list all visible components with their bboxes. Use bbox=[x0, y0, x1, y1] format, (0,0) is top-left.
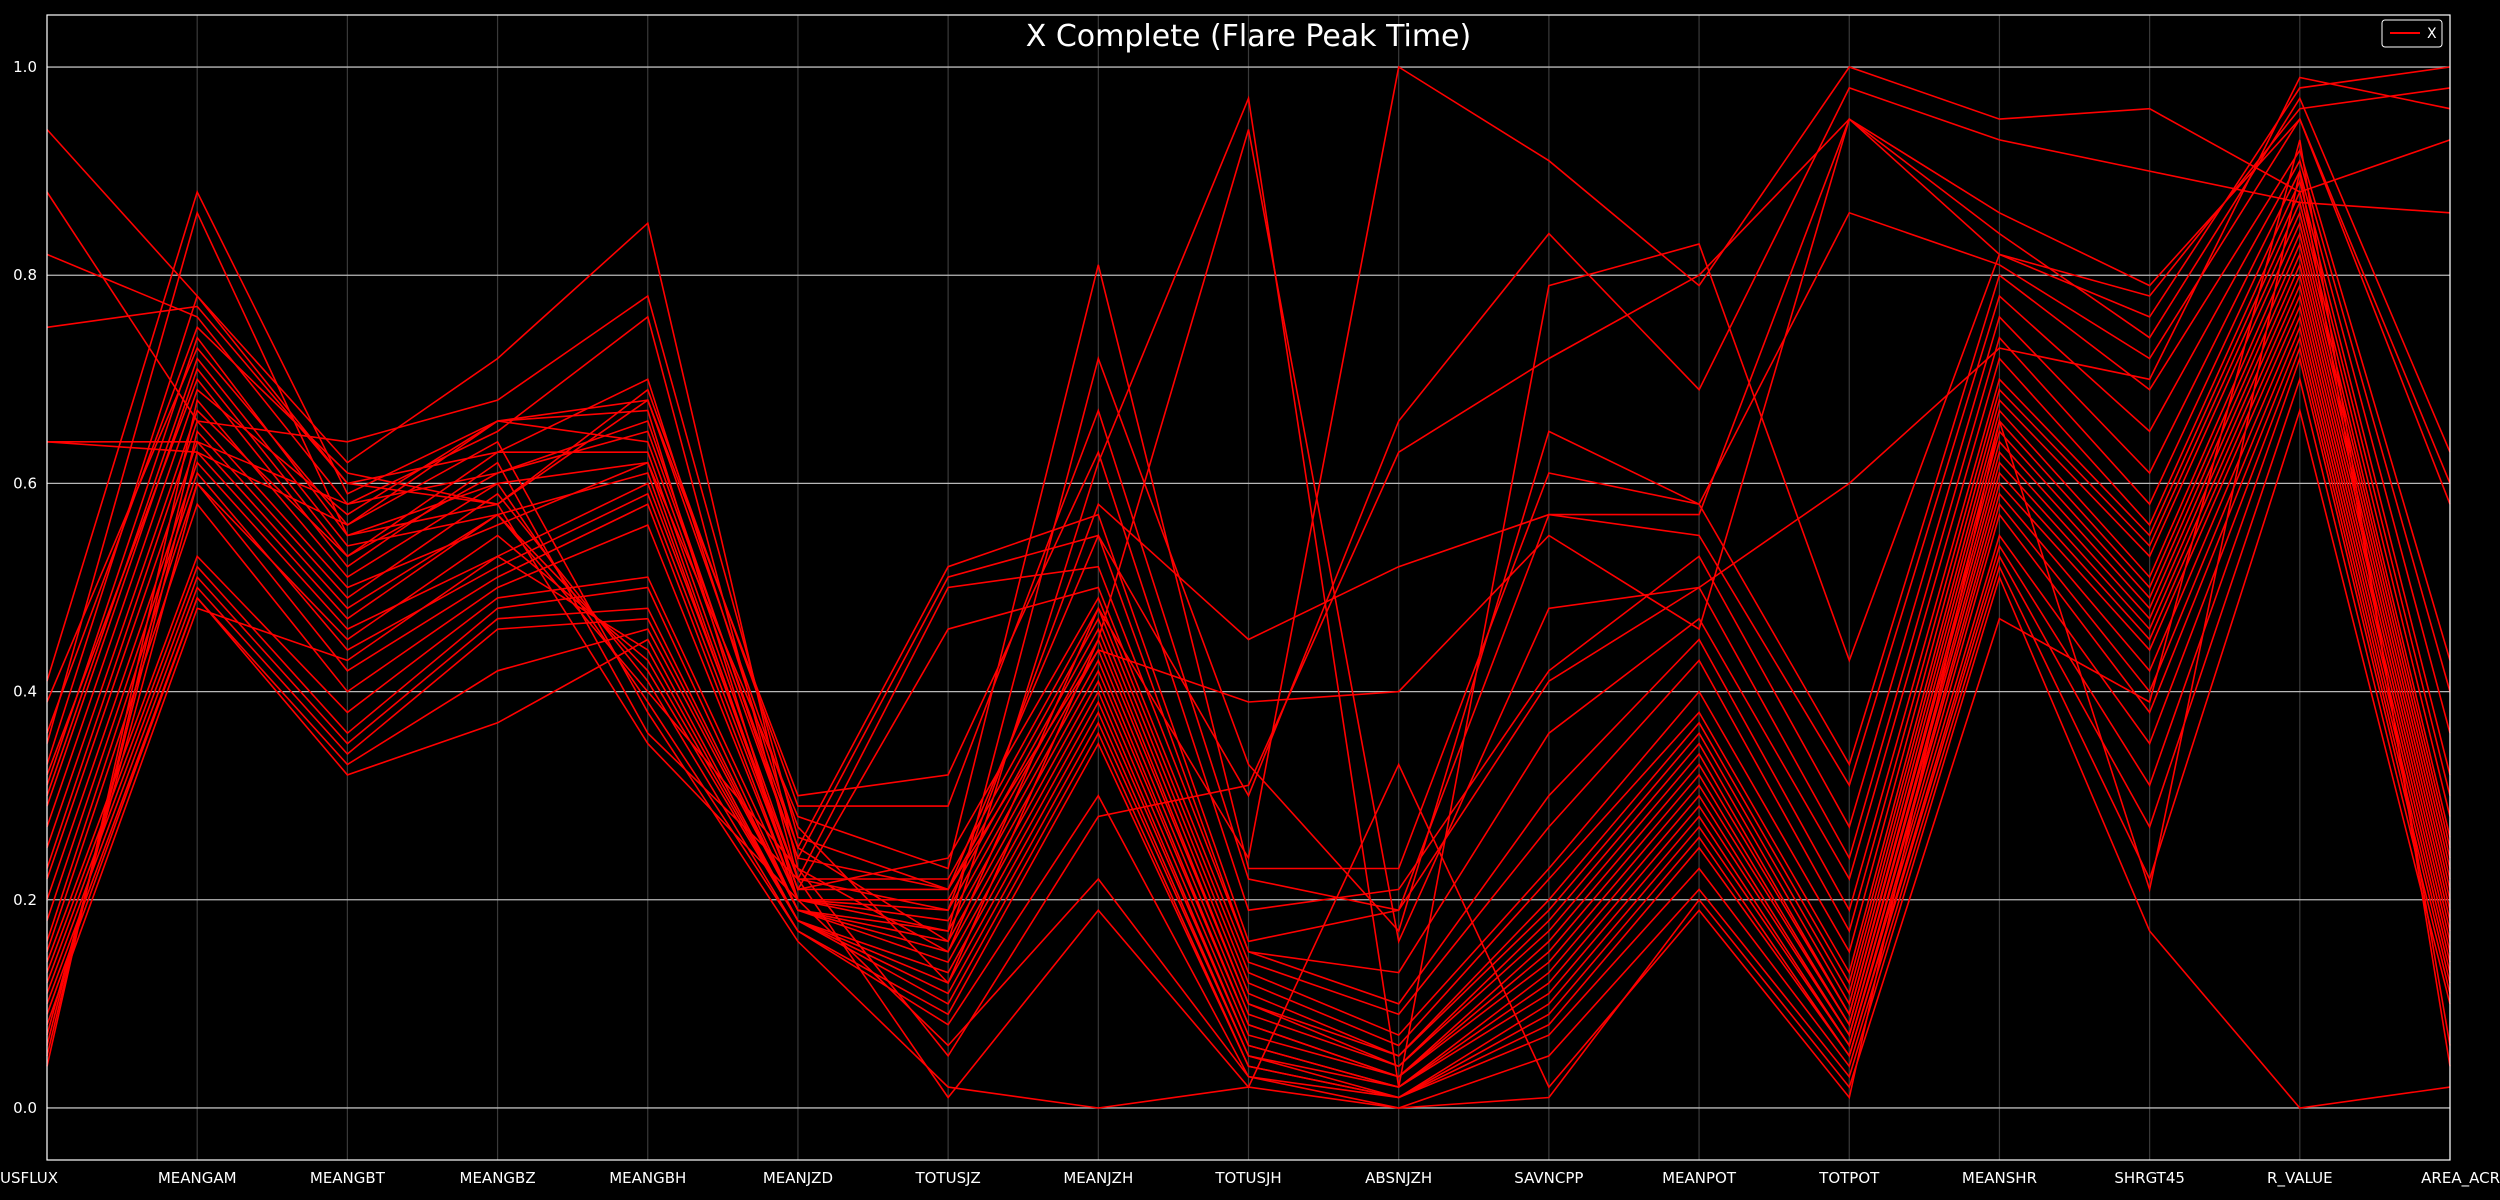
x-tick-label-meangbt: MEANGBT bbox=[310, 1169, 386, 1187]
x-tick-label-usflux: USFLUX bbox=[0, 1169, 58, 1187]
series-line bbox=[46, 231, 2451, 1047]
x-tick-label-meanjzd: MEANJZD bbox=[763, 1169, 833, 1187]
x-tick-label-meanshr: MEANSHR bbox=[1962, 1169, 2037, 1187]
series-line bbox=[46, 303, 2451, 1078]
x-tick-label-savncpp: SAVNCPP bbox=[1514, 1169, 1583, 1187]
y-tick-label: 0.2 bbox=[13, 891, 37, 909]
series-layer bbox=[46, 65, 2451, 1109]
x-tick-label-meanpot: MEANPOT bbox=[1662, 1169, 1737, 1187]
y-tick-label: 0.4 bbox=[13, 683, 37, 701]
series-line bbox=[46, 117, 2451, 1058]
y-tick-label: 0.8 bbox=[13, 266, 37, 284]
series-line bbox=[46, 272, 2451, 1068]
x-tick-label-absnjzh: ABSNJZH bbox=[1365, 1169, 1432, 1187]
x-tick-label-meangbh: MEANGBH bbox=[609, 1169, 686, 1187]
x-tick-label-totusjh: TOTUSJH bbox=[1214, 1169, 1281, 1187]
legend-label: X bbox=[2427, 26, 2437, 42]
x-tick-label-r-value: R_VALUE bbox=[2267, 1169, 2333, 1188]
chart-title: X Complete (Flare Peak Time) bbox=[1026, 19, 1471, 54]
plot-frame bbox=[46, 14, 2451, 1161]
series-line bbox=[46, 293, 2451, 1078]
x-tick-label-meangam: MEANGAM bbox=[158, 1169, 237, 1187]
x-tick-label-area-acr: AREA_ACR bbox=[2421, 1169, 2500, 1188]
legend: X bbox=[2381, 19, 2443, 48]
series-line bbox=[46, 325, 2451, 1109]
y-tick-label: 0.0 bbox=[13, 1099, 37, 1117]
x-tick-label-totpot: TOTPOT bbox=[1818, 1169, 1880, 1187]
y-tick-labels: 0.0 0.2 0.4 0.6 0.8 1.0 bbox=[13, 58, 37, 1117]
series-line bbox=[46, 262, 2451, 1068]
y-tick-label: 0.6 bbox=[13, 474, 37, 492]
x-tick-labels: USFLUX MEANGAM MEANGBT MEANGBZ MEANGBH MEANJZ… bbox=[0, 1169, 2500, 1188]
series-line bbox=[46, 345, 2451, 1099]
x-tick-label-meangbz: MEANGBZ bbox=[460, 1169, 536, 1187]
series-line bbox=[46, 199, 2451, 1005]
series-line bbox=[46, 324, 2451, 1088]
series-line bbox=[46, 76, 2451, 985]
series-line bbox=[46, 86, 2451, 891]
x-tick-label-meanjzh: MEANJZH bbox=[1063, 1169, 1133, 1187]
y-tick-label: 1.0 bbox=[13, 58, 37, 76]
series-line bbox=[46, 66, 2451, 1088]
series-line bbox=[47, 96, 2451, 891]
series-line bbox=[46, 179, 2451, 943]
x-tick-label-totusjz: TOTUSJZ bbox=[914, 1169, 980, 1187]
series-line bbox=[46, 170, 2451, 1100]
x-tick-label-shrgt45: SHRGT45 bbox=[2114, 1169, 2185, 1187]
series-line bbox=[46, 117, 2451, 933]
series-line bbox=[46, 65, 2451, 953]
series-line bbox=[46, 220, 2451, 1037]
series-line bbox=[46, 241, 2451, 1057]
